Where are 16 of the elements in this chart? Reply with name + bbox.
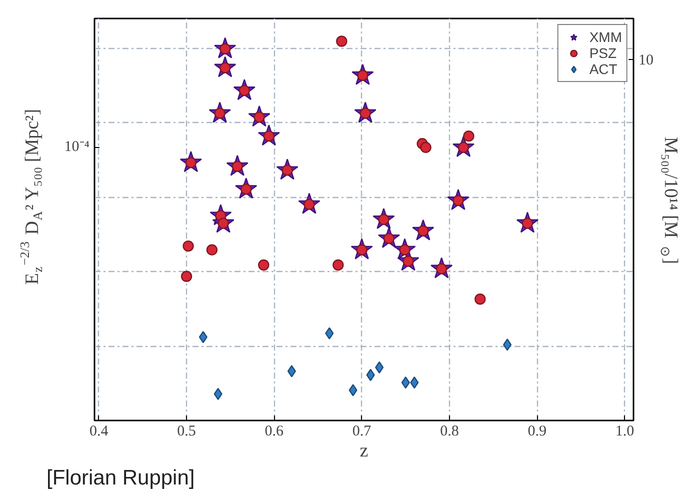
x-tick-label: 0.6 <box>264 424 284 440</box>
y2-axis-title: M₅₀₀/10¹⁴ [M⊙] <box>658 136 681 264</box>
x-tick-label: 0.9 <box>528 424 546 440</box>
legend-label: ACT <box>589 61 618 77</box>
legend-label: XMM <box>589 29 622 45</box>
x-tick-label: 1.0 <box>615 424 634 440</box>
text: 10 <box>638 52 654 69</box>
x-tick-label: 0.5 <box>177 424 196 440</box>
x-tick-label: 0.8 <box>440 424 459 440</box>
text: [Florian Ruppin] <box>46 466 195 489</box>
x-axis-title: z <box>360 440 368 462</box>
x-tick-label: 0.7 <box>352 424 372 440</box>
y-axis-title: Ez−2/3 DA² Y₅₀₀ [Mpc²] <box>17 108 45 285</box>
x-tick-label: 0.4 <box>90 424 109 440</box>
text: 10⁻⁴ <box>64 139 90 156</box>
legend-label: PSZ <box>589 45 617 61</box>
